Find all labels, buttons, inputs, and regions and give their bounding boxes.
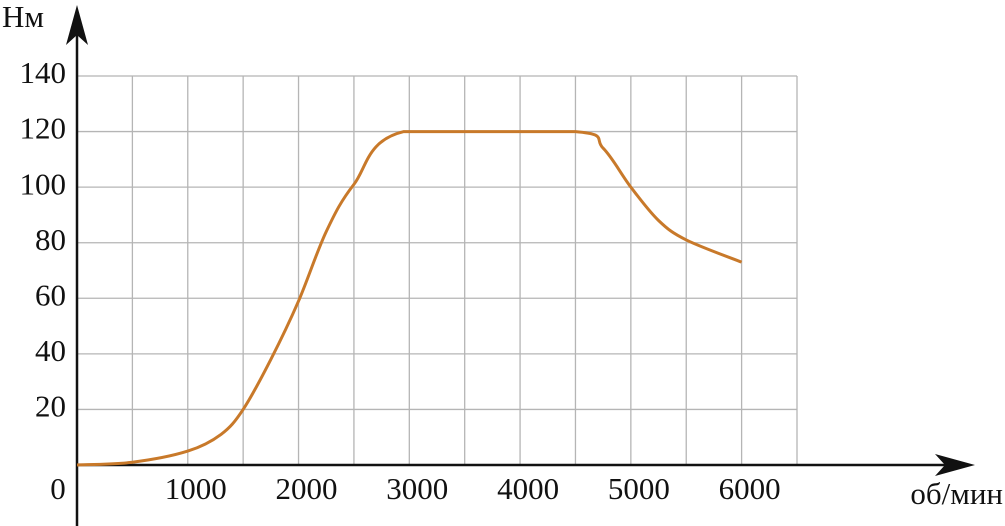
- origin-label: 0: [50, 471, 66, 506]
- x-tick-label: 2000: [276, 471, 338, 506]
- y-tick-label: 120: [20, 111, 67, 146]
- x-tick-label: 6000: [719, 471, 781, 506]
- y-tick-label: 100: [20, 166, 67, 201]
- y-tick-label: 20: [35, 389, 66, 424]
- x-tick-label: 3000: [386, 471, 448, 506]
- x-tick-label: 5000: [608, 471, 670, 506]
- x-tick-label: 4000: [497, 471, 559, 506]
- y-axis-label: Нм: [2, 0, 44, 34]
- x-tick-label: 1000: [165, 471, 227, 506]
- y-tick-label: 140: [20, 55, 67, 90]
- y-axis-arrow: [66, 5, 88, 45]
- x-axis-arrow: [935, 454, 975, 476]
- y-tick-label: 80: [35, 222, 66, 257]
- data-line: [76, 130, 743, 467]
- y-tick-label: 60: [35, 277, 66, 312]
- y-tick-label: 40: [35, 333, 66, 368]
- x-axis-label: об/мин: [910, 476, 1003, 511]
